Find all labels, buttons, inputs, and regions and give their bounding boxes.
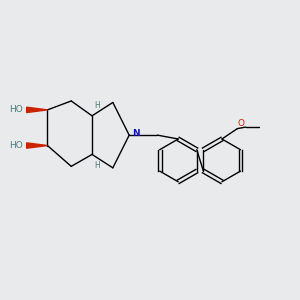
Polygon shape <box>27 107 47 112</box>
Text: HO: HO <box>9 141 23 150</box>
Text: N: N <box>132 129 140 138</box>
Text: H: H <box>94 161 100 170</box>
Text: HO: HO <box>9 105 23 114</box>
Text: H: H <box>94 101 100 110</box>
Polygon shape <box>27 143 47 148</box>
Text: O: O <box>238 119 245 128</box>
